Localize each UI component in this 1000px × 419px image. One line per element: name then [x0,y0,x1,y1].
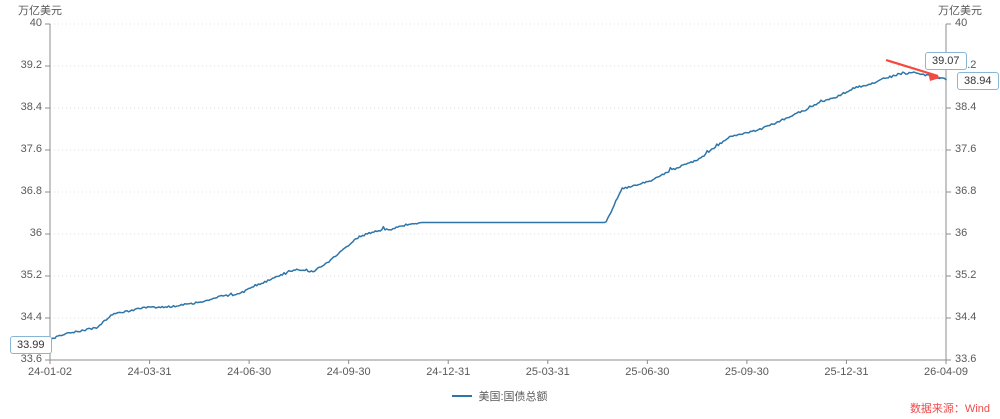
legend-swatch-icon [452,395,473,397]
callout-peak-value: 39.07 [925,52,967,70]
source-note: 数据来源：Wind [909,403,990,415]
y-tick-label: 35.2 [955,269,977,281]
x-tick-label: 25-09-30 [724,366,769,378]
x-tick-label: 24-09-30 [326,366,371,378]
x-tick-label: 24-03-31 [127,366,172,378]
y-tick-label: 36 [29,227,42,239]
x-tick-label: 25-12-31 [824,366,869,378]
callout-start-value: 33.99 [10,336,52,354]
y-tick-label: 34.4 [20,311,42,323]
y-axis-unit-right: 万亿美元 [938,5,982,17]
series-line-us-total-debt [49,71,947,341]
y-tick-label: 38.4 [955,101,977,113]
x-tick-label: 24-01-02 [27,366,73,378]
chart-legend: 美国:国债总额 [0,388,1000,404]
x-tick-label: 25-06-30 [625,366,670,378]
x-tick-label: 24-06-30 [227,366,272,378]
y-tick-label: 38.4 [20,101,42,113]
legend-label: 美国:国债总额 [478,391,548,403]
y-tick-label: 34.4 [955,311,977,323]
x-tick-label: 24-12-31 [426,366,471,378]
y-tick-label: 36.8 [955,185,977,197]
y-tick-label: 40 [29,17,42,29]
y-tick-label: 33.6 [20,353,42,365]
y-tick-label: 36.8 [20,185,42,197]
y-tick-label: 40 [955,17,968,29]
y-tick-label: 33.6 [955,353,977,365]
y-tick-label: 39.2 [20,59,42,71]
x-tick-label: 26-04-09 [923,366,969,378]
y-tick-label: 36 [955,227,968,239]
x-tick-label: 25-03-31 [525,366,570,378]
gridlines [50,23,946,319]
peak-arrow-icon [885,58,941,81]
y-axis-unit-left: 万亿美元 [18,5,62,17]
y-tick-label: 37.6 [20,143,42,155]
axis-tickmarks [45,23,951,364]
y-tick-label: 37.6 [955,143,977,155]
y-tick-label: 35.2 [20,269,42,281]
callout-end-value: 38.94 [957,72,999,90]
